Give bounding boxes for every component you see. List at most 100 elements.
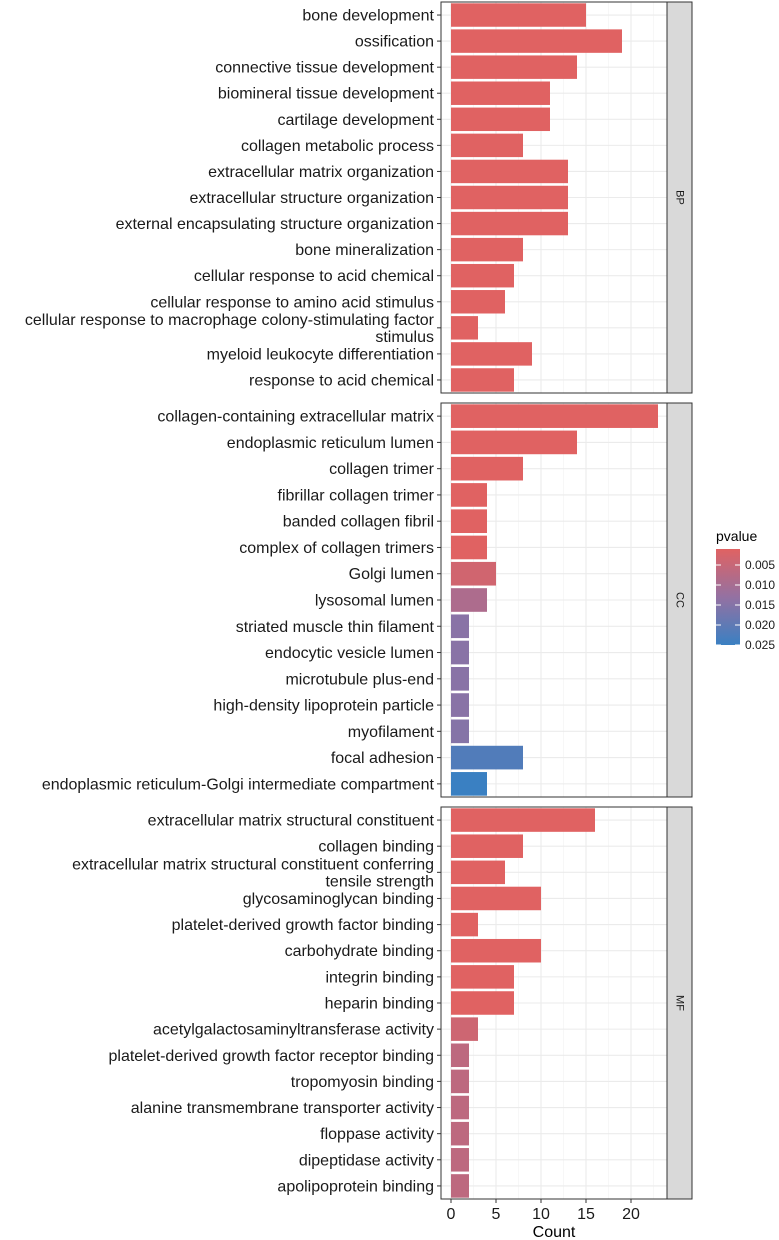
- bar: [451, 938, 541, 963]
- bar: [451, 912, 478, 937]
- term-label-line: cellular response to macrophage colony-s…: [25, 312, 435, 329]
- bar: [451, 263, 514, 288]
- term-label: lysosomal lumen: [315, 593, 434, 610]
- term-label: complex of collagen trimers: [239, 540, 434, 557]
- x-tick-label: 0: [447, 1206, 456, 1223]
- term-label-line: complex of collagen trimers: [239, 540, 434, 557]
- term-label-line: extracellular matrix structural constitu…: [72, 856, 434, 873]
- term-label-line: lysosomal lumen: [315, 593, 434, 610]
- term-label: dipeptidase activity: [299, 1152, 434, 1169]
- bar: [451, 886, 541, 911]
- term-label-line: endocytic vesicle lumen: [265, 645, 434, 662]
- term-label-line: alanine transmembrane transporter activi…: [131, 1100, 434, 1117]
- bar: [451, 1095, 469, 1120]
- term-label-line: cellular response to amino acid stimulus: [150, 294, 434, 311]
- term-label-line: acetylgalactosaminyltransferase activity: [153, 1022, 434, 1039]
- legend-tick-label: 0.010: [745, 578, 775, 592]
- term-label: biomineral tissue development: [218, 86, 435, 103]
- term-label-line: banded collagen fibril: [283, 514, 434, 531]
- term-label: extracellular matrix structural constitu…: [148, 813, 435, 830]
- term-label-line: platelet-derived growth factor binding: [172, 917, 434, 934]
- facet-strip-label: BP: [674, 190, 686, 205]
- term-label: striated muscle thin filament: [236, 619, 435, 636]
- term-label-line: endoplasmic reticulum lumen: [227, 435, 434, 452]
- bar: [451, 719, 469, 744]
- facet-bp: bone development ossification connective t…: [25, 1, 693, 394]
- facet-strip-label: MF: [674, 995, 686, 1011]
- bar: [451, 965, 514, 989]
- term-label: cellular response to macrophage colony-s…: [25, 312, 435, 346]
- term-label: bone development: [302, 8, 434, 25]
- term-label: platelet-derived growth factor receptor …: [108, 1048, 434, 1065]
- term-label: response to acid chemical: [249, 372, 434, 389]
- bar: [451, 1174, 469, 1198]
- term-label: connective tissue development: [215, 60, 434, 77]
- term-label-line: extracellular structure organization: [189, 190, 434, 207]
- bar: [451, 107, 550, 132]
- term-label: platelet-derived growth factor binding: [172, 917, 434, 934]
- term-label: extracellular structure organization: [189, 190, 434, 207]
- bar: [451, 55, 577, 79]
- term-label: carbohydrate binding: [285, 943, 434, 960]
- bar: [451, 290, 505, 314]
- term-label-line: glycosaminoglycan binding: [243, 891, 434, 908]
- bar: [451, 211, 568, 236]
- bar: [451, 1121, 469, 1146]
- bar: [451, 666, 469, 691]
- term-label: collagen metabolic process: [241, 138, 434, 155]
- term-label-line: endoplasmic reticulum-Golgi intermediate…: [42, 776, 435, 793]
- bar: [451, 29, 622, 53]
- bar: [451, 1148, 469, 1172]
- term-label-line: apolipoprotein binding: [277, 1178, 434, 1195]
- bar: [451, 1043, 469, 1068]
- bar: [451, 1069, 469, 1094]
- term-label-line: extracellular matrix organization: [208, 164, 434, 181]
- term-label-line: bone development: [302, 8, 434, 25]
- term-label-line: ossification: [355, 34, 434, 51]
- bar: [451, 81, 550, 105]
- term-label: floppase activity: [320, 1126, 434, 1143]
- bar: [451, 693, 469, 717]
- term-label: collagen-containing extracellular matrix: [157, 409, 434, 426]
- legend-tick-label: 0.025: [745, 638, 775, 652]
- term-label-line: connective tissue development: [215, 60, 434, 77]
- term-label: myofilament: [348, 724, 435, 741]
- term-label: extracellular matrix structural constitu…: [72, 856, 434, 890]
- term-label: collagen binding: [318, 839, 434, 856]
- term-label-line: external encapsulating structure organiz…: [116, 216, 434, 233]
- x-tick-label: 10: [532, 1206, 550, 1223]
- term-label: tropomyosin binding: [291, 1074, 434, 1091]
- term-label-line: carbohydrate binding: [285, 943, 434, 960]
- term-label: cellular response to amino acid stimulus: [150, 294, 434, 311]
- term-label-line: extracellular matrix structural constitu…: [148, 813, 435, 830]
- legend-title: pvalue: [716, 528, 757, 544]
- term-label: cellular response to acid chemical: [194, 268, 434, 285]
- term-label: heparin binding: [325, 996, 434, 1013]
- term-label: ossification: [355, 34, 434, 51]
- bar: [451, 133, 523, 158]
- facet-strip-label: CC: [674, 592, 686, 608]
- term-label-line: fibrillar collagen trimer: [278, 487, 435, 504]
- term-label: endoplasmic reticulum-Golgi intermediate…: [42, 776, 435, 793]
- bar: [451, 368, 514, 392]
- term-label-line: platelet-derived growth factor receptor …: [108, 1048, 434, 1065]
- term-label: collagen trimer: [329, 461, 435, 478]
- term-label: glycosaminoglycan binding: [243, 891, 434, 908]
- facet-mf: extracellular matrix structural constitu…: [72, 806, 693, 1200]
- term-label: myeloid leukocyte differentiation: [207, 346, 434, 363]
- term-label: fibrillar collagen trimer: [278, 487, 435, 504]
- bar: [451, 404, 658, 428]
- term-label: microtubule plus-end: [285, 671, 434, 688]
- term-label-line: tensile strength: [325, 873, 434, 890]
- term-label: apolipoprotein binding: [277, 1178, 434, 1195]
- term-label-line: myeloid leukocyte differentiation: [207, 346, 434, 363]
- bar: [451, 316, 478, 340]
- term-label: Golgi lumen: [349, 566, 434, 583]
- legend-colorbar: [716, 549, 740, 645]
- x-axis-title: Count: [533, 1224, 576, 1240]
- term-label: endoplasmic reticulum lumen: [227, 435, 434, 452]
- term-label-line: cartilage development: [277, 112, 434, 129]
- bar: [451, 535, 487, 560]
- bar: [451, 614, 469, 639]
